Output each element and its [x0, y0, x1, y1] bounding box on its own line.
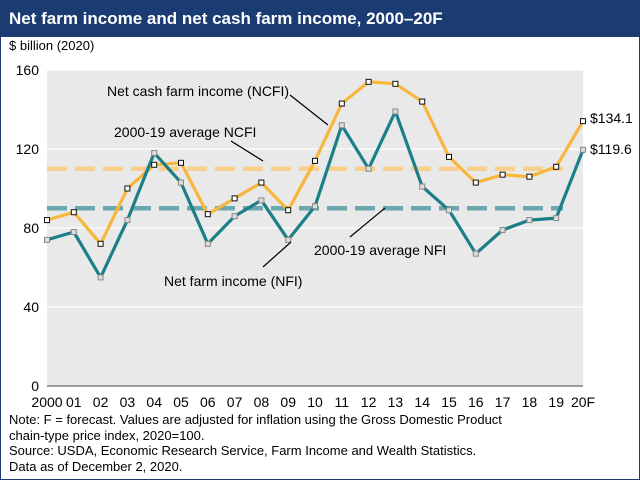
x-tick-label: 03 [120, 394, 136, 410]
nfi-point [70, 228, 77, 235]
ncfi-point [365, 78, 372, 85]
ncfi-point [124, 185, 131, 192]
nfi-point [258, 197, 265, 204]
x-tick-label: 05 [173, 394, 189, 410]
x-tick-label: 04 [146, 394, 162, 410]
y-tick-label: 40 [23, 299, 39, 315]
x-tick-label: 10 [307, 394, 323, 410]
ncfi-point [151, 161, 158, 168]
series-markers [44, 78, 586, 281]
nfi-end-value: $119.6 [590, 141, 632, 157]
ncfi-point [285, 207, 292, 214]
nfi-point [124, 217, 131, 224]
y-axis-ticks: 0 40 80 120 160 [16, 62, 40, 394]
ncfi-point [472, 179, 479, 186]
x-tick-label: 01 [66, 394, 82, 410]
nfi-label-leader [262, 241, 292, 268]
ncfi-point [97, 240, 104, 247]
ncfi-point [446, 153, 452, 160]
nfi-label: Net farm income (NFI) [164, 273, 302, 289]
nfi-point [151, 149, 158, 156]
gridlines [47, 69, 583, 308]
x-tick-label: 14 [414, 394, 430, 410]
nfi-point [365, 165, 372, 172]
x-tick-label: 11 [335, 394, 350, 410]
ncfi-label: Net cash farm income (NCFI) [107, 83, 289, 99]
chart-title: Net farm income and net cash farm income… [9, 9, 443, 28]
x-tick-label: 02 [93, 394, 109, 410]
ncfi-point [526, 173, 533, 180]
ncfi-avg-label: 2000-19 average NCFI [114, 124, 256, 140]
ncfi-point [499, 171, 506, 178]
x-tick-label: 07 [227, 394, 243, 410]
ncfi-point [580, 118, 586, 125]
note-line-4: Data as of December 2, 2020. [9, 458, 183, 474]
ncfi-point [553, 163, 560, 170]
ncfi-point [70, 209, 77, 216]
nfi-point [231, 213, 238, 220]
nfi-point [338, 122, 345, 129]
ncfi-point [44, 217, 50, 224]
y-tick-label: 80 [23, 220, 39, 236]
y-tick-label: 0 [31, 378, 39, 394]
note-line-1: Note: F = forecast. Values are adjusted … [9, 412, 502, 427]
x-tick-label: 09 [280, 394, 296, 410]
x-tick-label: 18 [522, 394, 538, 410]
nfi-point [580, 146, 586, 153]
ncfi-label-leader [289, 94, 329, 126]
nfi-point [312, 203, 318, 210]
y-tick-label: 120 [16, 141, 40, 157]
x-tick-label: 20F [571, 394, 595, 410]
nfi-point [499, 226, 506, 233]
note-line-3: Source: USDA, Economic Research Service,… [9, 443, 477, 458]
nfi-avg-label: 2000-19 average NFI [314, 242, 446, 258]
nfi-point [97, 274, 104, 281]
nfi-point [419, 183, 426, 190]
nfi-point [204, 240, 211, 247]
x-axis-ticks: 2000 01 02 03 04 05 06 07 08 09 10 11 12 13 14 15 16 17 18… [31, 394, 595, 410]
nfi-point [285, 236, 292, 243]
x-tick-label: 06 [200, 394, 216, 410]
title-bar: Net farm income and net cash farm income… [1, 1, 639, 37]
x-tick-label: 13 [388, 394, 404, 410]
x-tick-label: 12 [361, 394, 377, 410]
x-tick-label: 17 [495, 394, 511, 410]
ncfi-point [419, 98, 426, 105]
line-chart: 0 40 80 120 160 2000 01 02 03 04 05 06 07 08 09 10 11 12… [9, 38, 633, 410]
x-tick-label: 15 [441, 394, 457, 410]
nfi-avg-label-leader [349, 207, 386, 238]
ncfi-avg-label-leader [230, 140, 264, 162]
ncfi-point [178, 159, 184, 166]
nfi-point [553, 215, 560, 222]
ncfi-point [338, 100, 345, 107]
chart-notes: Note: F = forecast. Values are adjusted … [9, 412, 502, 474]
ncfi-point [231, 195, 238, 202]
x-tick-label: 19 [548, 394, 564, 410]
ncfi-point [312, 157, 318, 164]
nfi-point [392, 108, 399, 115]
y-tick-label: 160 [16, 62, 40, 78]
nfi-point [472, 250, 479, 257]
nfi-point [526, 217, 533, 224]
ncfi-point [392, 80, 399, 87]
nfi-point [446, 207, 452, 214]
x-tick-label: 16 [468, 394, 484, 410]
note-line-2: chain-type price index, 2020=100. [9, 427, 205, 443]
nfi-point [44, 236, 50, 243]
ncfi-point [204, 211, 211, 218]
ncfi-point [258, 179, 265, 186]
y-axis-label: $ billion (2020) [9, 38, 94, 53]
x-tick-label: 2000 [31, 394, 62, 410]
x-tick-label: 08 [254, 394, 270, 410]
nfi-point [178, 179, 184, 186]
ncfi-end-value: $134.1 [590, 110, 633, 126]
